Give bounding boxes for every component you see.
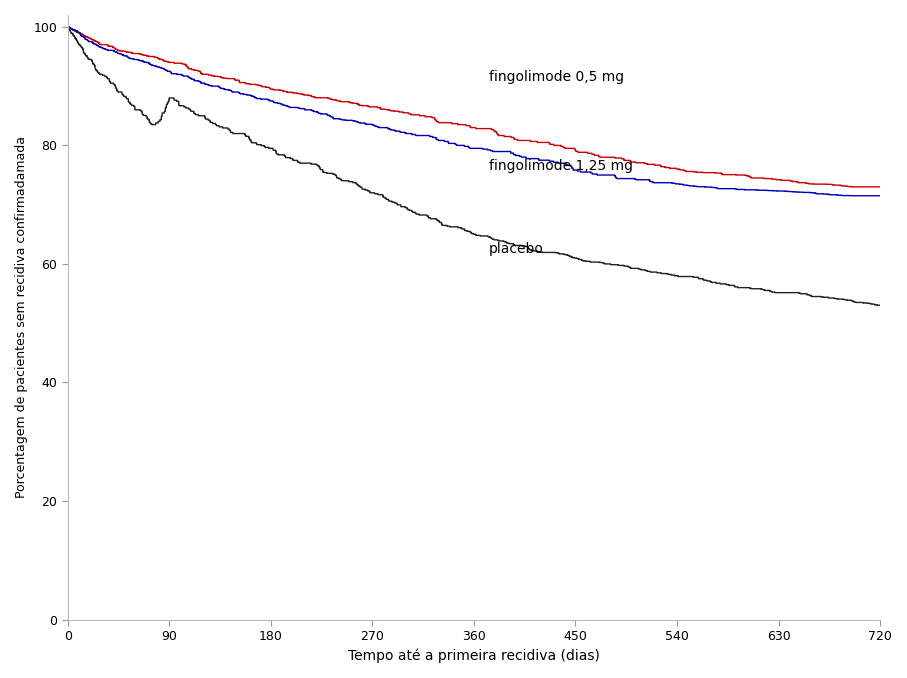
X-axis label: Tempo até a primeira recidiva (dias): Tempo até a primeira recidiva (dias) <box>348 648 600 663</box>
Y-axis label: Porcentagem de pacientes sem recidiva confirmadamada: Porcentagem de pacientes sem recidiva co… <box>15 136 28 498</box>
Text: fingolimode 1,25 mg: fingolimode 1,25 mg <box>489 159 632 173</box>
Text: fingolimode 0,5 mg: fingolimode 0,5 mg <box>489 71 624 84</box>
Text: placebo: placebo <box>489 242 543 256</box>
